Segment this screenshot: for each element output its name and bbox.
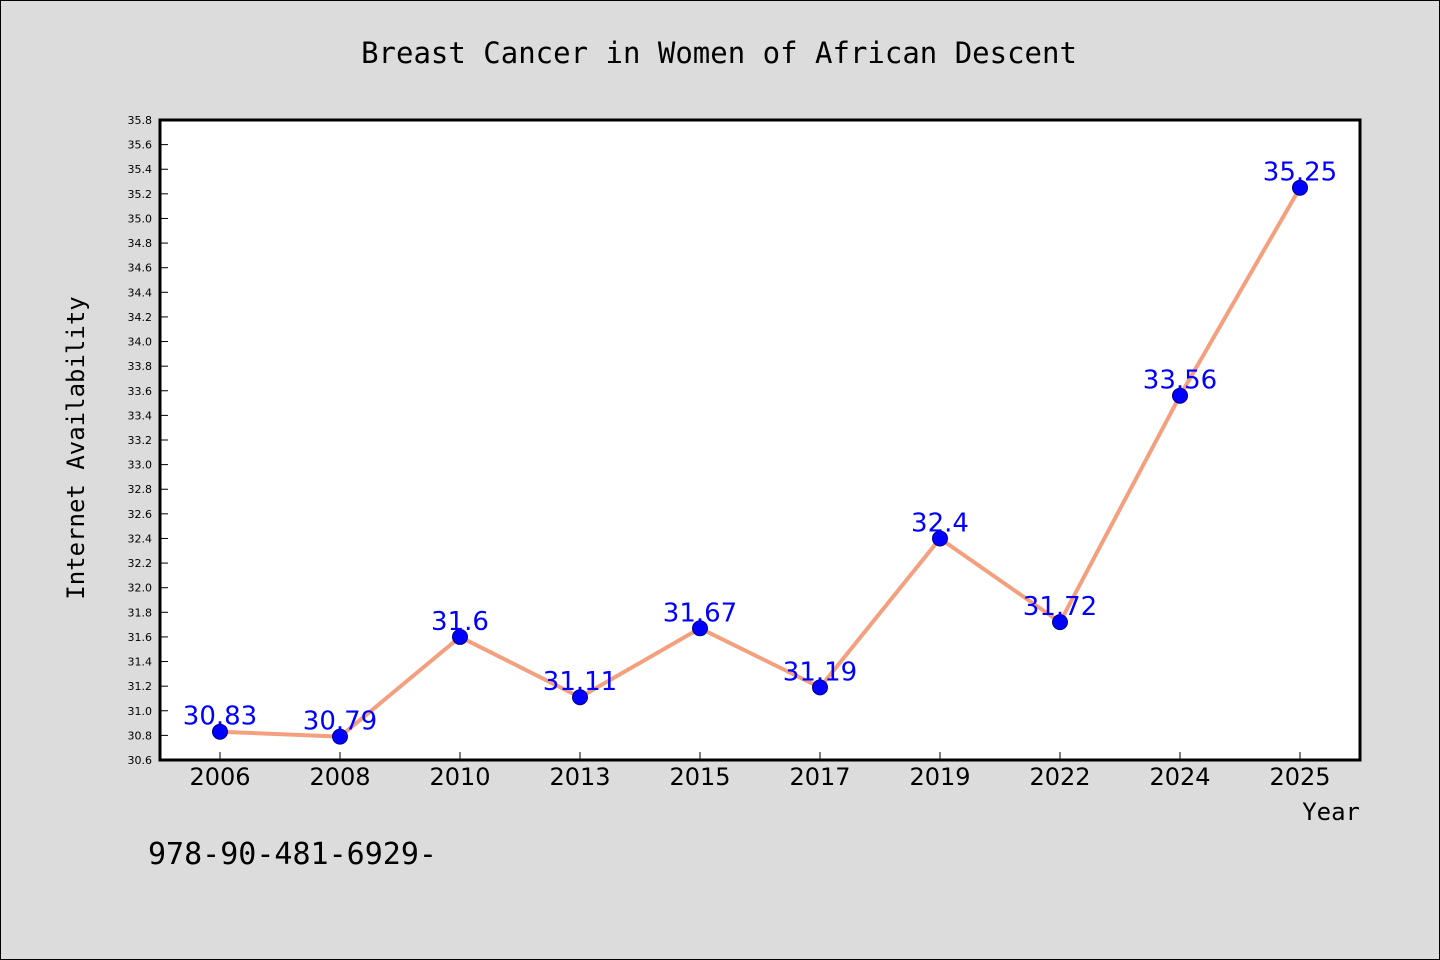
y-tick-label: 31.0 bbox=[128, 705, 153, 718]
y-tick-label: 30.6 bbox=[128, 754, 153, 767]
data-point bbox=[932, 530, 948, 547]
data-point bbox=[692, 620, 708, 637]
x-tick-label: 2013 bbox=[549, 763, 610, 791]
y-tick-label: 34.0 bbox=[128, 336, 153, 349]
data-label: 32.4 bbox=[911, 508, 969, 538]
chart-title: Breast Cancer in Women of African Descen… bbox=[361, 36, 1077, 70]
y-tick-label: 30.8 bbox=[128, 729, 153, 742]
data-label: 30.79 bbox=[303, 707, 377, 737]
x-tick-label: 2006 bbox=[189, 763, 250, 791]
data-point bbox=[1052, 614, 1068, 631]
plot-area bbox=[158, 118, 1362, 762]
x-tick-label: 2015 bbox=[669, 763, 730, 791]
y-tick-label: 35.0 bbox=[128, 212, 153, 225]
y-tick-label: 33.6 bbox=[128, 385, 153, 398]
y-tick-label: 34.8 bbox=[128, 237, 153, 250]
data-point bbox=[212, 723, 228, 740]
x-axis-label: Year bbox=[1302, 798, 1360, 826]
y-tick-label: 33.8 bbox=[128, 360, 153, 373]
data-label: 31.67 bbox=[663, 598, 737, 628]
y-tick-label: 32.8 bbox=[128, 483, 153, 496]
x-tick-label: 2017 bbox=[789, 763, 850, 791]
x-tick-label: 2024 bbox=[1149, 763, 1210, 791]
y-tick-label: 35.8 bbox=[128, 114, 153, 127]
data-label: 30.83 bbox=[183, 702, 257, 732]
y-tick-label: 31.8 bbox=[128, 606, 153, 619]
y-tick-label: 33.0 bbox=[128, 459, 153, 472]
y-tick-label: 33.2 bbox=[128, 434, 153, 447]
series bbox=[212, 179, 1308, 745]
y-tick-label: 35.6 bbox=[128, 139, 153, 152]
data-label: 31.72 bbox=[1023, 592, 1097, 622]
y-tick-label: 35.4 bbox=[128, 163, 153, 176]
x-axis: 2006 2008 2010 2013 2015 2017 2019 2022 2024 2025 bbox=[189, 752, 1331, 791]
y-tick-label: 35.2 bbox=[128, 188, 153, 201]
data-point bbox=[332, 728, 348, 745]
data-point bbox=[452, 628, 468, 645]
data-label: 35.25 bbox=[1263, 158, 1337, 188]
x-tick-label: 2025 bbox=[1269, 763, 1330, 791]
data-point bbox=[812, 679, 828, 696]
y-tick-label: 32.6 bbox=[128, 508, 153, 521]
data-point bbox=[1172, 387, 1188, 404]
x-tick-label: 2010 bbox=[429, 763, 490, 791]
data-label: 31.19 bbox=[783, 657, 857, 687]
data-point bbox=[572, 689, 588, 706]
data-label: 31.11 bbox=[543, 667, 617, 697]
y-tick-label: 34.6 bbox=[128, 262, 153, 275]
y-axis: 30.6 30.8 31.0 31.2 31.4 31.6 31.8 32.0 32.2 32.4… bbox=[128, 114, 168, 767]
y-tick-label: 33.4 bbox=[128, 409, 153, 422]
y-axis-label: Internet Availability bbox=[62, 296, 90, 599]
data-point bbox=[1292, 179, 1308, 196]
y-tick-label: 31.4 bbox=[128, 656, 153, 669]
y-tick-label: 31.6 bbox=[128, 631, 153, 644]
y-tick-label: 34.4 bbox=[128, 286, 153, 299]
series-line bbox=[219, 186, 1302, 739]
footnote-text: 978-90-481-6929- bbox=[148, 837, 437, 872]
y-tick-label: 32.0 bbox=[128, 582, 153, 595]
x-tick-label: 2008 bbox=[309, 763, 370, 791]
x-tick-label: 2022 bbox=[1029, 763, 1090, 791]
x-tick-label: 2019 bbox=[909, 763, 970, 791]
y-tick-label: 34.2 bbox=[128, 311, 153, 324]
data-label: 31.6 bbox=[431, 607, 489, 637]
y-tick-label: 32.2 bbox=[128, 557, 153, 570]
y-tick-label: 32.4 bbox=[128, 532, 153, 545]
data-label: 33.56 bbox=[1143, 366, 1217, 396]
y-tick-label: 31.2 bbox=[128, 680, 153, 693]
data-labels: 30.83 30.79 31.6 31.11 31.67 31.19 32.4 31.72 33… bbox=[183, 158, 1337, 737]
